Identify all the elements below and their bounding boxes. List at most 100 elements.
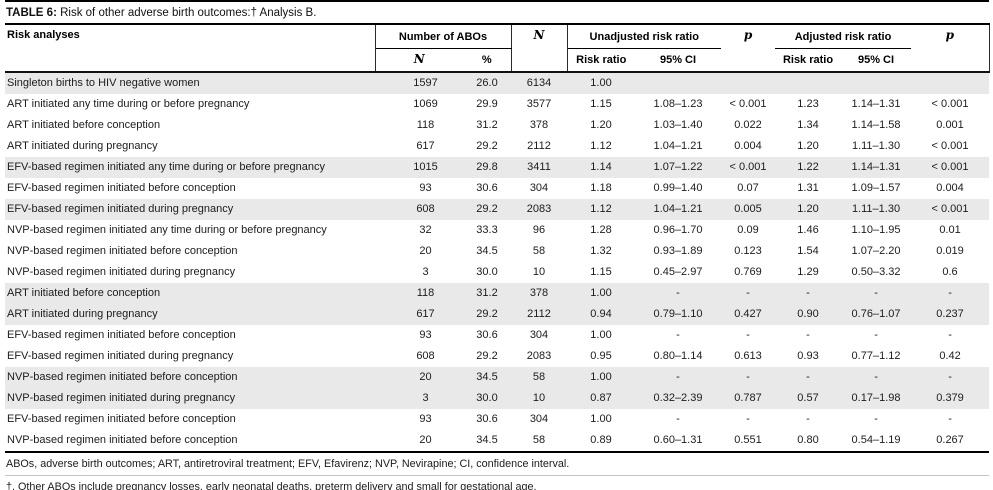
cell-u-p: 0.787 <box>734 392 762 404</box>
cell-u-ci: 0.79–1.10 <box>653 308 703 320</box>
header-adjusted-risk-ratio: Risk ratio <box>775 48 842 73</box>
table-row: NVP-based regimen initiated before conce… <box>5 241 989 262</box>
cell-u-ci <box>635 72 721 94</box>
cell-u-rr: 0.95 <box>590 350 612 362</box>
cell-a-p: < 0.001 <box>931 161 969 173</box>
cell-pct: 29.9 <box>476 98 498 110</box>
cell-u-rr: 1.12 <box>590 140 612 152</box>
cell-n: 58 <box>532 245 546 257</box>
cell-risk-analysis: EFV-based regimen initiated any time dur… <box>7 161 325 173</box>
cell-risk-analysis: ART initiated any time during or before … <box>7 98 250 110</box>
data-table: Risk analyses Number of ABOs N Unadjuste… <box>5 23 990 453</box>
header-n-total: N <box>511 23 568 73</box>
header-risk-analyses: Risk analyses <box>5 23 376 73</box>
cell-risk-analysis: EFV-based regimen initiated before conce… <box>7 413 236 425</box>
cell-n-abo: 617 <box>416 140 435 152</box>
cell-u-rr: 0.87 <box>590 392 612 404</box>
cell-n: 2083 <box>526 203 552 215</box>
cell-u-p: 0.004 <box>734 140 762 152</box>
cell-pct: 34.5 <box>476 245 498 257</box>
cell-u-ci: - <box>676 413 680 425</box>
cell-a-p: 0.01 <box>939 224 961 236</box>
cell-a-ci: 0.76–1.07 <box>851 308 901 320</box>
cell-n-abo: 20 <box>375 430 463 453</box>
cell-u-rr: 0.94 <box>590 308 612 320</box>
table-row: EFV-based regimen initiated before conce… <box>5 325 989 346</box>
cell-pct: 30.6 <box>476 329 498 341</box>
cell-u-ci: 0.45–2.97 <box>653 266 703 278</box>
cell-u-p: 0.427 <box>734 308 762 320</box>
cell-u-p: - <box>746 329 750 341</box>
table-title-text: Risk of other adverse birth outcomes:† A… <box>60 7 317 19</box>
cell-u-rr: 1.15 <box>590 266 612 278</box>
table-row: NVP-based regimen initiated before conce… <box>5 367 990 388</box>
cell-u-p: 0.09 <box>737 224 759 236</box>
table-row: EFV-based regimen initiated during pregn… <box>5 199 990 220</box>
header-unadjusted-risk-ratio: Risk ratio <box>567 48 635 73</box>
table-body: Singleton births to HIV negative women 15… <box>5 72 990 453</box>
cell-a-rr: 1.22 <box>797 161 819 173</box>
cell-u-rr: 1.12 <box>590 203 612 215</box>
cell-u-rr: 1.15 <box>590 98 612 110</box>
cell-a-rr: 0.93 <box>797 350 819 362</box>
table-number-label: TABLE 6: <box>6 7 57 19</box>
cell-pct: 26.0 <box>476 77 498 89</box>
cell-u-p: < 0.001 <box>729 161 767 173</box>
cell-n-abo: 93 <box>419 182 432 194</box>
cell-u-ci: - <box>676 329 680 341</box>
cell-u-p: 0.551 <box>721 430 776 453</box>
cell-u-ci: 1.08–1.23 <box>653 98 703 110</box>
table-row: Singleton births to HIV negative women 15… <box>5 72 990 94</box>
cell-n: 3411 <box>527 161 551 173</box>
table-row: ART initiated before conception 118 31.2 37… <box>5 283 990 304</box>
cell-risk-analysis: ART initiated before conception <box>7 119 161 131</box>
cell-u-rr: 1.00 <box>590 371 612 383</box>
cell-n-abo: 20 <box>419 371 432 383</box>
cell-risk-analysis: NVP-based regimen initiated before conce… <box>7 245 238 257</box>
cell-pct: 29.2 <box>476 140 498 152</box>
cell-n: 3577 <box>526 98 552 110</box>
cell-a-ci <box>841 72 911 94</box>
header-n-abos: N <box>375 48 463 73</box>
cell-u-p: - <box>746 413 750 425</box>
cell-n-abo: 93 <box>419 413 432 425</box>
table-row: EFV-based regimen initiated before conce… <box>5 178 989 199</box>
cell-a-p: - <box>948 329 952 341</box>
cell-u-rr: 1.00 <box>590 77 612 89</box>
header-adjusted-ci: 95% CI <box>841 48 912 73</box>
cell-u-ci: 0.93–1.89 <box>653 245 703 257</box>
cell-a-rr: - <box>806 371 810 383</box>
cell-n: 2083 <box>526 350 552 362</box>
cell-a-rr: 0.80 <box>775 430 842 453</box>
cell-u-ci: - <box>676 371 680 383</box>
cell-n-abo: 617 <box>416 308 435 320</box>
cell-a-ci: - <box>874 287 878 299</box>
table-footnotes: ABOs, adverse birth outcomes; ART, antir… <box>5 453 989 490</box>
cell-pct: 30.0 <box>476 392 498 404</box>
cell-risk-analysis: EFV-based regimen initiated before conce… <box>7 182 236 194</box>
cell-u-p: 0.07 <box>737 182 759 194</box>
header-unadjusted-ci: 95% CI <box>635 48 722 73</box>
cell-a-rr: - <box>806 329 810 341</box>
cell-a-rr: 0.90 <box>797 308 819 320</box>
cell-pct: 33.3 <box>476 224 498 236</box>
cell-n-abo: 3 <box>422 392 429 404</box>
cell-a-ci: 1.09–1.57 <box>851 182 901 194</box>
cell-risk-analysis: ART initiated during pregnancy <box>7 140 158 152</box>
cell-a-ci: - <box>874 413 878 425</box>
cell-pct: 29.8 <box>476 161 498 173</box>
cell-u-rr: 1.00 <box>590 413 612 425</box>
header-unadjusted-group: Unadjusted risk ratio <box>567 23 722 49</box>
cell-a-ci: 1.14–1.31 <box>851 98 901 110</box>
cell-pct: 31.2 <box>476 287 498 299</box>
cell-a-rr: 1.29 <box>797 266 819 278</box>
cell-a-p: 0.004 <box>936 182 964 194</box>
cell-n: 304 <box>529 182 549 194</box>
cell-u-rr: 1.00 <box>590 287 612 299</box>
cell-a-rr: 1.23 <box>797 98 819 110</box>
footnote-abbreviations: ABOs, adverse birth outcomes; ART, antir… <box>5 453 989 476</box>
cell-a-p: 0.019 <box>936 245 964 257</box>
cell-n: 10 <box>532 392 546 404</box>
cell-risk-analysis: ART initiated before conception <box>7 287 161 299</box>
